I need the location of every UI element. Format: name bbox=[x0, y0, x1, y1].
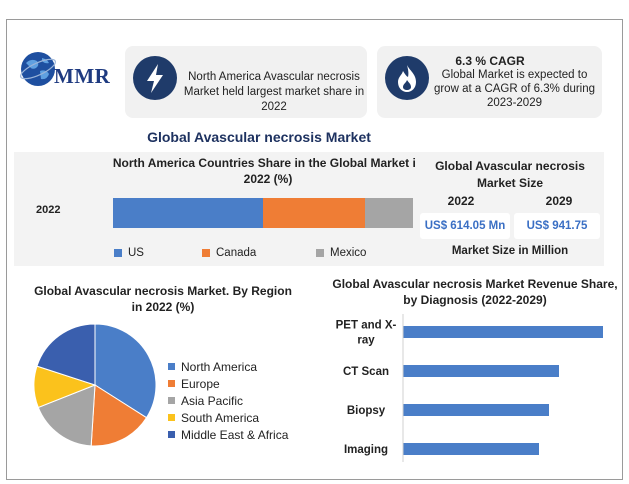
stack-segment-mexico bbox=[365, 198, 413, 228]
legend-label: Canada bbox=[216, 247, 257, 259]
mmr-logo: MMR bbox=[18, 47, 118, 95]
region-share-text: North America Avascular necrosis Market … bbox=[183, 71, 365, 113]
legend-label: US bbox=[128, 247, 144, 259]
lightning-bolt-icon bbox=[133, 56, 177, 100]
diagnosis-bar-ct-scan bbox=[403, 365, 559, 377]
market-size-panel: Global Avascular necrosis Market Size 20… bbox=[416, 152, 604, 266]
pie-legend-item: North America bbox=[168, 358, 288, 375]
logo-text: MMR bbox=[54, 64, 111, 88]
market-size-value-2022: US$ 614.05 Mn bbox=[420, 213, 510, 239]
pie-legend-item: South America bbox=[168, 409, 288, 426]
diagnosis-bar-pet-and-x-ray bbox=[403, 326, 603, 338]
main-title: Global Avascular necrosis Market bbox=[147, 129, 371, 145]
country-share-panel: North America Countries Share in the Glo… bbox=[14, 152, 423, 266]
cagr-text: Global Market is expected to grow at a C… bbox=[433, 69, 596, 109]
globe-icon bbox=[19, 52, 57, 86]
legend-label: Mexico bbox=[330, 247, 367, 259]
stack-bar-category-label: 2022 bbox=[36, 204, 61, 216]
stack-segment-canada bbox=[263, 198, 365, 228]
pie-legend-label: Europe bbox=[181, 376, 220, 391]
market-size-year-2029: 2029 bbox=[545, 194, 573, 208]
pie-legend-label: Asia Pacific bbox=[181, 393, 244, 408]
pie-slice-europe bbox=[90, 384, 148, 447]
stacked-share-bar bbox=[113, 198, 413, 228]
pie-legend-label: South America bbox=[181, 410, 260, 425]
pie-slice-asia-pacific bbox=[37, 384, 96, 447]
pie-legend-item: Middle East & Africa bbox=[168, 426, 288, 443]
stack-segment-us bbox=[113, 198, 263, 228]
diagnosis-chart-title: Global Avascular necrosis Market Revenue… bbox=[332, 277, 618, 307]
legend-item-canada: Canada bbox=[202, 247, 256, 259]
country-legend: US Canada Mexico bbox=[114, 247, 414, 261]
pie-legend-swatch bbox=[168, 380, 175, 387]
market-size-value-2029: US$ 941.75 bbox=[514, 213, 600, 239]
country-share-title: North America Countries Share in the Glo… bbox=[112, 156, 424, 186]
pie-legend-label: North America bbox=[181, 359, 258, 374]
market-size-title: Global Avascular necrosis Market Size bbox=[435, 159, 585, 190]
cagr-title: 6.3 % CAGR bbox=[455, 54, 525, 68]
legend-item-mexico: Mexico bbox=[316, 247, 366, 259]
legend-swatch bbox=[316, 249, 324, 257]
cagr-card: 6.3 % CAGR Global Market is expected to … bbox=[377, 46, 602, 118]
pie-legend-swatch bbox=[168, 431, 175, 438]
diagnosis-bar-imaging bbox=[403, 443, 539, 455]
flame-icon bbox=[385, 56, 429, 100]
pie-legend-swatch bbox=[168, 363, 175, 370]
diagnosis-category-label: Imaging bbox=[344, 444, 388, 456]
legend-swatch bbox=[202, 249, 210, 257]
region-share-card: North America Avascular necrosis Market … bbox=[125, 46, 367, 118]
diagnosis-category-label: CT Scan bbox=[343, 366, 389, 378]
market-size-year-2022: 2022 bbox=[447, 194, 475, 208]
region-pie-chart bbox=[33, 323, 157, 447]
pie-slice-middle-east-africa bbox=[36, 323, 96, 386]
legend-swatch bbox=[114, 249, 122, 257]
pie-legend-item: Europe bbox=[168, 375, 288, 392]
pie-legend-item: Asia Pacific bbox=[168, 392, 288, 409]
region-pie-title: Global Avascular necrosis Market. By Reg… bbox=[34, 284, 292, 314]
diagnosis-category-label: Biopsy bbox=[347, 405, 386, 417]
diagnosis-bar-biopsy bbox=[403, 404, 549, 416]
market-size-footer: Market Size in Million bbox=[451, 245, 569, 257]
pie-legend-swatch bbox=[168, 414, 175, 421]
region-pie-legend: North America Europe Asia Pacific South Ame… bbox=[168, 358, 288, 443]
pie-legend-label: Middle East & Africa bbox=[181, 427, 289, 442]
pie-legend-swatch bbox=[168, 397, 175, 404]
diagnosis-category-label: PET and X-ray bbox=[336, 320, 397, 347]
infographic-frame bbox=[6, 19, 623, 480]
legend-item-us: US bbox=[114, 247, 144, 259]
diagnosis-bar-chart: PET and X-ray CT Scan Biopsy Imaging bbox=[336, 314, 603, 462]
